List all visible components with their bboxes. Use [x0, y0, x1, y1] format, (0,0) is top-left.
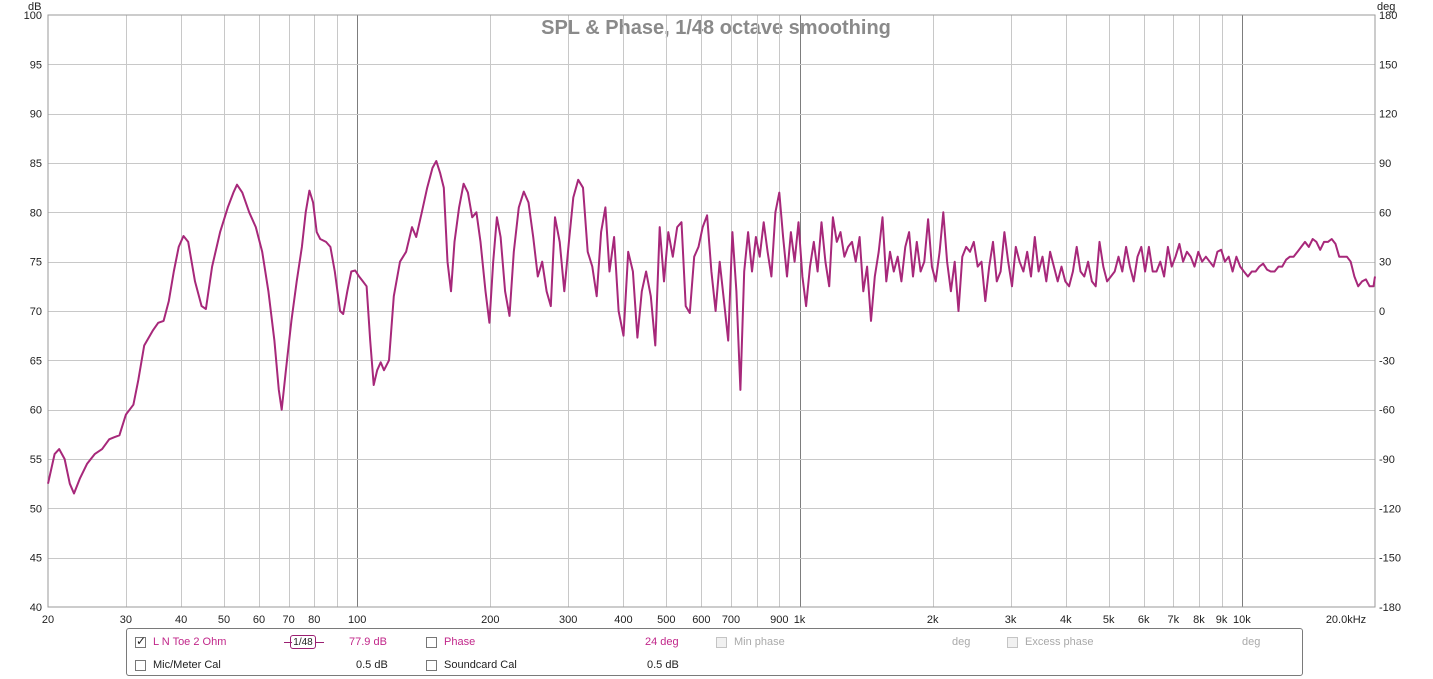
y-left-tick-label: 100 — [24, 10, 42, 22]
excess-phase-label: Excess phase — [1025, 636, 1094, 648]
y-right-tick-label: 60 — [1379, 207, 1391, 219]
excess-phase-value: deg — [1242, 636, 1261, 648]
smoothing-selector[interactable]: 1/48 — [290, 635, 316, 649]
x-tick-label: 2k — [927, 614, 939, 626]
x-tick-label: 500 — [657, 614, 675, 626]
excess-phase-legend-item[interactable]: Excess phase — [1007, 634, 1093, 650]
y-left-tick-label: 90 — [30, 109, 42, 121]
x-tick-label: 6k — [1138, 614, 1150, 626]
x-tick-label: 9k — [1216, 614, 1228, 626]
y-right-tick-label: 0 — [1379, 306, 1385, 318]
y-left-tick-label: 65 — [30, 355, 42, 367]
x-tick-label: 900 — [770, 614, 788, 626]
x-tick-label: 70 — [283, 614, 295, 626]
grid — [48, 15, 1375, 607]
phase-checkbox[interactable] — [426, 636, 437, 648]
min-phase-checkbox[interactable] — [716, 636, 727, 648]
x-tick-label: 3k — [1005, 614, 1017, 626]
y-left-tick-label: 95 — [30, 59, 42, 71]
smoothing-line-right — [316, 642, 324, 643]
y-right-tick-label: 180 — [1379, 10, 1397, 22]
y-left-tick-label: 50 — [30, 503, 42, 515]
chart-title: SPL & Phase, 1/48 octave smoothing — [541, 17, 891, 39]
y-left-tick-label: 85 — [30, 158, 42, 170]
x-tick-label: 20.0kHz — [1326, 614, 1366, 626]
mic-cal-checkbox[interactable] — [135, 659, 146, 671]
mic-cal-legend-item[interactable]: Mic/Meter Cal — [135, 657, 221, 673]
y-right-axis-ticks: -180 -150 -120 -90 -60 -30 0 30 60 90 120 150 180 — [1379, 10, 1401, 614]
y-right-tick-label: 90 — [1379, 158, 1391, 170]
x-tick-label: 300 — [559, 614, 577, 626]
y-left-axis-ticks: 40 45 50 55 60 65 70 75 80 85 90 95 100 — [24, 10, 42, 614]
spl-trace-line[interactable] — [47, 160, 1376, 495]
excess-phase-checkbox[interactable] — [1007, 636, 1018, 648]
phase-value: 24 deg — [645, 636, 679, 648]
soundcard-cal-label: Soundcard Cal — [444, 659, 517, 671]
y-right-tick-label: 150 — [1379, 59, 1397, 71]
y-right-tick-label: -180 — [1379, 602, 1401, 614]
y-right-tick-label: -120 — [1379, 503, 1401, 515]
x-tick-label: 200 — [481, 614, 499, 626]
x-tick-label: 7k — [1168, 614, 1180, 626]
x-tick-label: 5k — [1103, 614, 1115, 626]
x-axis-ticks: 20 30 40 50 60 70 80 100 200 300 400 500 600 700 900 1k… — [42, 614, 1366, 626]
trace-label: L N Toe 2 Ohm — [153, 636, 227, 648]
x-tick-label: 60 — [253, 614, 265, 626]
x-tick-label: 30 — [120, 614, 132, 626]
y-right-tick-label: -60 — [1379, 405, 1395, 417]
y-left-tick-label: 60 — [30, 405, 42, 417]
y-right-tick-label: -30 — [1379, 355, 1395, 367]
x-tick-label: 8k — [1193, 614, 1205, 626]
trace-visible-checkbox[interactable] — [135, 634, 146, 648]
trace-legend-item[interactable]: L N Toe 2 Ohm — [135, 634, 226, 650]
x-tick-label: 80 — [308, 614, 320, 626]
x-tick-label: 10k — [1233, 614, 1251, 626]
soundcard-cal-checkbox[interactable] — [426, 659, 437, 671]
soundcard-cal-legend-item[interactable]: Soundcard Cal — [426, 657, 517, 673]
smoothing-line-left — [284, 642, 292, 643]
phase-label: Phase — [444, 636, 476, 648]
spl-phase-chart: SPL & Phase, 1/48 octave smoothing dB de… — [24, 1, 1401, 626]
x-tick-label: 700 — [722, 614, 740, 626]
y-left-tick-label: 70 — [30, 306, 42, 318]
x-tick-label: 20 — [42, 614, 54, 626]
mic-cal-value: 0.5 dB — [356, 659, 388, 671]
y-left-tick-label: 40 — [30, 602, 42, 614]
x-tick-label: 4k — [1060, 614, 1072, 626]
x-tick-label: 400 — [614, 614, 632, 626]
trace-value: 77.9 dB — [349, 636, 387, 648]
y-left-tick-label: 55 — [30, 454, 42, 466]
y-right-unit-label: deg — [1377, 1, 1395, 13]
min-phase-label: Min phase — [734, 636, 785, 648]
min-phase-legend-item[interactable]: Min phase — [716, 634, 785, 650]
x-tick-label: 40 — [175, 614, 187, 626]
x-tick-label: 1k — [794, 614, 806, 626]
phase-legend-item[interactable]: Phase — [426, 634, 475, 650]
plot-frame — [47, 14, 1376, 608]
soundcard-cal-value: 0.5 dB — [647, 659, 679, 671]
y-right-tick-label: 120 — [1379, 109, 1397, 121]
y-left-unit-label: dB — [28, 1, 41, 13]
x-tick-label: 100 — [348, 614, 366, 626]
y-left-tick-label: 80 — [30, 207, 42, 219]
x-tick-label: 50 — [218, 614, 230, 626]
y-right-tick-label: -90 — [1379, 454, 1395, 466]
legend-panel: L N Toe 2 Ohm 1/48 77.9 dB Phase 24 deg … — [126, 628, 1303, 676]
y-left-tick-label: 45 — [30, 553, 42, 565]
y-left-tick-label: 75 — [30, 257, 42, 269]
x-tick-label: 600 — [692, 614, 710, 626]
y-right-tick-label: 30 — [1379, 257, 1391, 269]
y-right-tick-label: -150 — [1379, 553, 1401, 565]
min-phase-value: deg — [952, 636, 971, 648]
mic-cal-label: Mic/Meter Cal — [153, 659, 221, 671]
